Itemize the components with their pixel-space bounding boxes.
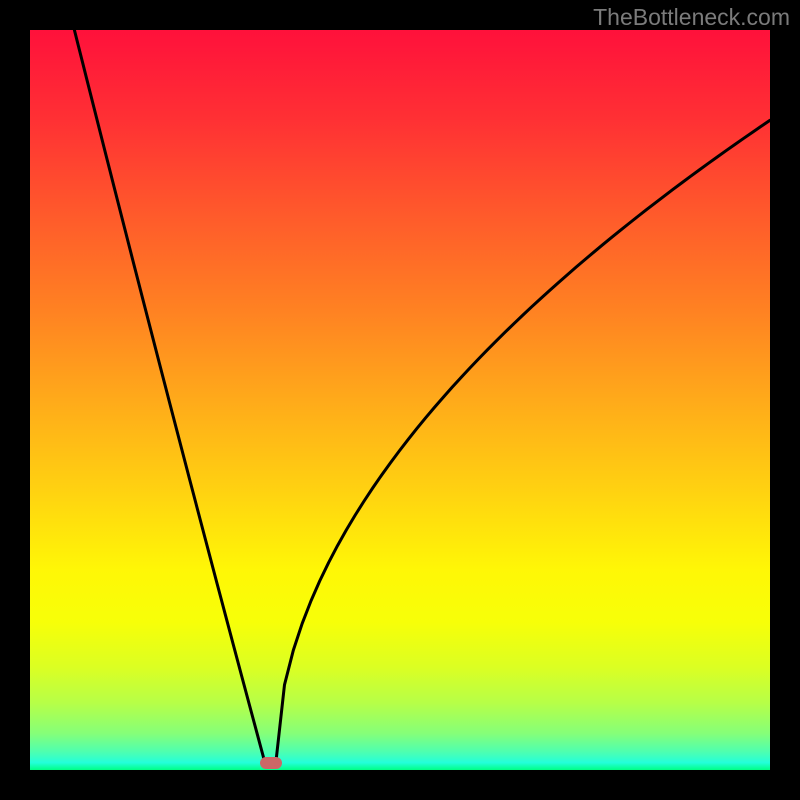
curve-layer: [30, 30, 770, 770]
chart-container: TheBottleneck.com: [0, 0, 800, 800]
v-curve: [74, 30, 770, 764]
minimum-marker: [260, 757, 282, 769]
plot-area: [30, 30, 770, 770]
watermark-text: TheBottleneck.com: [593, 4, 790, 31]
